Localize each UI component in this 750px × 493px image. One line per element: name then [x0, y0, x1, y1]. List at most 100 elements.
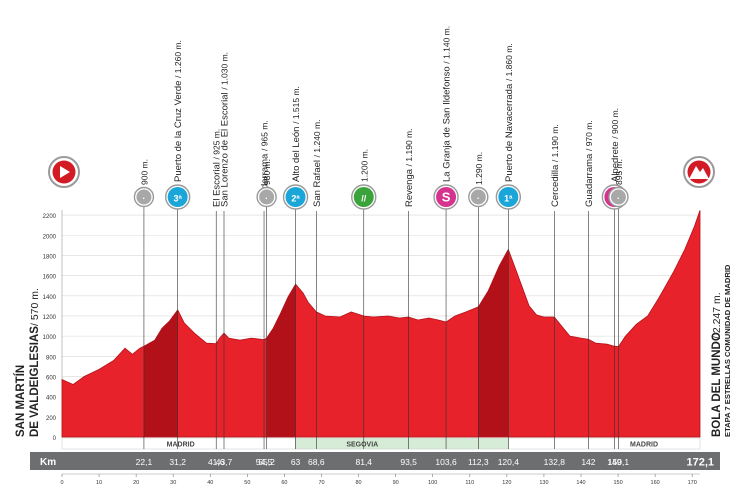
waypoint-name: Puerto de la Cruz Verde — [173, 78, 184, 182]
play-arrow-icon — [60, 166, 70, 178]
x-axis-ticks: 0 10 20 30 40 50 60 70 80 90 100 110 120 130 140 150 160… — [60, 473, 700, 486]
x-tick-label: 10 — [96, 480, 102, 486]
km-value: 120,4 — [498, 457, 520, 467]
region-segment — [295, 437, 509, 450]
waypoint-label: 900 m. — [139, 159, 149, 185]
waypoint-icon-glyph: // — [361, 194, 367, 204]
km-value: 54,5 — [256, 457, 273, 467]
waypoint-icon-glyph: · — [477, 194, 480, 204]
waypoint-label: Guadarrama / 965 m. — [260, 120, 271, 207]
km-value: 31,2 — [169, 457, 186, 467]
x-tick-label: 130 — [539, 480, 548, 486]
x-tick-label: 160 — [651, 480, 660, 486]
km-value: 142 — [581, 457, 595, 467]
finish-name: BOLA DEL MUNDO — [711, 332, 723, 437]
waypoint-icon-glyph: · — [142, 194, 145, 204]
waypoint-altitude: / 1.140 m. — [442, 26, 452, 64]
waypoint-name: Alto del León — [291, 124, 302, 182]
finish-altitude: / 2.247 m. — [711, 292, 723, 339]
x-tick-label: 40 — [207, 480, 213, 486]
y-tick-label: 2000 — [43, 234, 57, 240]
region-label: MADRID — [630, 442, 658, 449]
altitude-point-icon — [136, 189, 152, 205]
waypoint-name: Revenga — [404, 166, 415, 207]
waypoint-icon-glyph: 1ª — [504, 194, 513, 204]
waypoint-labels: · 900 m. 3ª Puerto de la Cruz Verde / 1.260… — [133, 26, 629, 210]
elevation-profile — [61, 210, 701, 438]
km-value: 150,1 — [608, 457, 630, 467]
x-tick-label: 110 — [465, 480, 474, 486]
y-tick-label: 1600 — [43, 275, 57, 281]
waypoint-altitude: / 1.515 m. — [291, 86, 301, 124]
profile-outline — [61, 210, 701, 438]
waypoint-leader-lines — [143, 207, 619, 449]
km-value: 81,4 — [355, 457, 372, 467]
km-value: 132,8 — [544, 457, 566, 467]
y-tick-label: 400 — [46, 396, 57, 402]
waypoint-name: El Escorial — [212, 159, 223, 207]
y-tick-label: 1400 — [43, 295, 57, 301]
waypoint-label: San Rafael / 1.240 m. — [312, 120, 323, 207]
km-bar: Km 22,1 31,2 41,643,7 54,555,2 63 68,6 81,4 93,5… — [30, 452, 720, 470]
x-tick-label: 80 — [356, 480, 362, 486]
total-km: 172,1 — [686, 457, 714, 469]
waypoint-altitude: / 1.190 m. — [404, 129, 414, 167]
waypoint-label: 980 m. — [262, 159, 272, 185]
waypoint-name: San Rafael — [312, 157, 323, 207]
waypoint-name: La Granja de San Ildefonso — [442, 64, 453, 182]
x-tick-label: 150 — [613, 480, 622, 486]
waypoint-altitude: 980 m. — [262, 159, 272, 185]
waypoint-label: Puerto de Navacerrada / 1.860 m. — [504, 43, 515, 182]
start-marker — [48, 156, 80, 188]
x-tick-label: 70 — [318, 480, 324, 486]
waypoint-altitude: / 925 m. — [212, 129, 222, 160]
waypoint-altitude: 1.200 m. — [359, 149, 369, 182]
km-bar-background — [30, 452, 720, 470]
x-tick-label: 60 — [281, 480, 287, 486]
x-tick-label: 50 — [244, 480, 250, 486]
km-value: 149 — [607, 457, 621, 467]
altitude-point-icon — [470, 189, 486, 205]
waypoint-altitude: / 1.860 m. — [504, 43, 514, 81]
waypoint-altitude: / 970 m. — [584, 120, 594, 151]
waypoint-altitude: / 1.240 m. — [312, 120, 322, 158]
waypoint-label: La Granja de San Ildefonso / 1.140 m. — [442, 26, 453, 182]
climb-shading — [266, 210, 296, 437]
y-tick-label: 200 — [46, 416, 57, 422]
region-label: MADRID — [167, 442, 195, 449]
waypoint-name: Guadarrama — [584, 151, 595, 207]
altitude-point-icon — [610, 189, 626, 205]
region-band: MADRID SEGOVIA MADRID — [61, 437, 701, 450]
km-value: 41,6 — [208, 457, 225, 467]
km-value: 55,2 — [258, 457, 275, 467]
waypoint-label: Cercedilla / 1.190 m. — [550, 124, 561, 207]
waypoint-name: Guadarrama — [260, 151, 271, 207]
waypoint-label: Puerto de la Cruz Verde / 1.260 m. — [173, 40, 184, 182]
waypoint-icon-glyph: S — [442, 190, 451, 205]
waypoint-altitude: 1.290 m. — [474, 152, 484, 185]
waypoint-altitude: / 965 m. — [260, 120, 270, 151]
km-bar-label: Km — [40, 457, 56, 468]
waypoint-label: El Escorial / 925 m. — [212, 129, 223, 207]
feed-zone-icon — [353, 187, 374, 207]
climb-shading — [478, 210, 509, 437]
waypoint-icon-glyph: · — [265, 194, 268, 204]
y-tick-label: 1000 — [43, 335, 57, 341]
km-value: 63 — [291, 457, 301, 467]
waypoint-altitude: / 1.190 m. — [550, 124, 560, 162]
start-name-line1: SAN MARTÍN — [14, 365, 27, 437]
km-value: 112,3 — [468, 457, 489, 467]
km-value: 103,6 — [435, 457, 457, 467]
finish-marker — [683, 156, 715, 188]
sprint-icon — [436, 187, 457, 207]
km-value: 43,7 — [216, 457, 233, 467]
x-tick-label: 30 — [170, 480, 176, 486]
km-value: 68,6 — [308, 457, 325, 467]
waypoint-altitude: / 1.030 m. — [220, 52, 230, 90]
waypoint-label: Revenga / 1.190 m. — [404, 129, 415, 207]
waypoint-name: Puerto de Navacerrada — [504, 81, 515, 182]
x-tick-label: 100 — [428, 480, 437, 486]
altitude-point-icon — [259, 189, 275, 205]
